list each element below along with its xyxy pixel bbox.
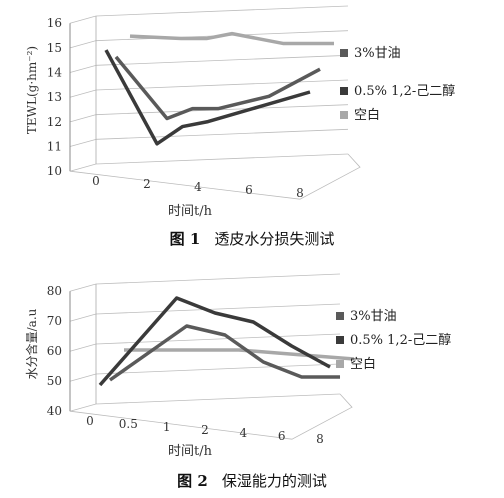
floor: [69, 393, 353, 440]
gridline: [95, 79, 349, 91]
x-tick-label: 0: [92, 174, 100, 188]
x-tick-label: 6: [278, 429, 286, 443]
gridline: [95, 5, 349, 17]
x-tick-label: 8: [296, 186, 304, 200]
chart-2: 40 50 60 70 80 0 0.5 1 2 4 6 8 时间t/h 水分含量/a.u 3%甘油 0.5%…: [24, 273, 451, 459]
legend-swatch: [336, 336, 344, 344]
x-tick-label: 8: [316, 432, 324, 446]
gridline-side: [69, 64, 97, 73]
x-axis-label: 时间t/h: [168, 444, 213, 459]
y-tick-label: 13: [47, 90, 62, 104]
legend-swatch: [336, 360, 344, 368]
figure-2-caption: 图 2 保湿能力的测试: [0, 470, 504, 491]
gridline-side: [69, 114, 97, 123]
gridline: [95, 104, 349, 116]
y-tick-label: 10: [47, 164, 62, 178]
y-tick-label: 50: [47, 374, 62, 388]
gridline-side: [69, 343, 97, 352]
legend-swatch: [336, 312, 344, 320]
x-tick-label: 4: [240, 426, 248, 440]
legend-label: 0.5% 1,2-己二醇: [354, 83, 455, 99]
series-line-1: [114, 55, 321, 121]
legend-swatch: [340, 87, 348, 95]
x-tick-label: 2: [201, 423, 209, 437]
chart-1: 10 11 12 13 14 15 16 0 2 4 6 8 时间t/h TEWL(g·hm⁻²) 3%甘油…: [25, 5, 455, 219]
legend-swatch: [340, 111, 348, 119]
y-tick-label: 15: [47, 41, 62, 55]
y-axis-label: TEWL(g·hm⁻²): [25, 46, 39, 134]
gridline-side: [69, 163, 97, 172]
legend-label: 空白: [350, 356, 376, 372]
figure-1-caption: 图 1 透皮水分损失测试: [0, 228, 504, 249]
gridline-side: [69, 373, 97, 382]
gridline-side: [69, 89, 97, 98]
figure-1-title: 透皮水分损失测试: [214, 230, 335, 248]
x-tick-label: 6: [245, 183, 253, 197]
gridline: [95, 393, 341, 405]
series-line-3: [129, 31, 334, 46]
series-line-1: [108, 324, 340, 382]
gridline-side: [69, 403, 97, 412]
y-tick-label: 14: [47, 66, 63, 80]
figure-2-title: 保湿能力的测试: [221, 472, 327, 490]
legend-label: 0.5% 1,2-己二醇: [350, 332, 451, 348]
series-line-2: [104, 49, 311, 146]
gridline: [95, 303, 341, 315]
series-line-2: [98, 296, 331, 387]
figure-2-number: 图 2: [177, 472, 208, 490]
legend-label: 3%甘油: [350, 309, 397, 324]
x-tick-label: 2: [143, 177, 151, 191]
series-line-3: [124, 348, 355, 361]
y-axis-label: 水分含量/a.u: [24, 308, 39, 379]
y-tick-label: 16: [47, 16, 62, 30]
figure-1-number: 图 1: [169, 230, 201, 248]
gridline: [95, 333, 341, 345]
legend-label: 3%甘油: [354, 46, 401, 61]
legend-swatch: [340, 49, 348, 57]
gridline: [95, 273, 341, 285]
gridline-side: [69, 40, 97, 49]
gridline-side: [69, 283, 97, 292]
y-tick-label: 40: [47, 404, 62, 418]
legend-label: 空白: [354, 107, 380, 123]
y-tick-label: 80: [47, 284, 62, 298]
y-tick-label: 70: [47, 314, 62, 328]
y-tick-label: 60: [47, 344, 62, 358]
gridline-side: [69, 138, 97, 147]
y-tick-label: 12: [47, 115, 62, 129]
x-tick-label: 0: [86, 414, 94, 428]
gridline-side: [69, 15, 97, 24]
x-tick-label: 1: [163, 420, 171, 434]
gridline-side: [69, 313, 97, 322]
x-tick-label: 0.5: [119, 417, 138, 431]
x-axis-label: 时间t/h: [168, 204, 213, 219]
gridline: [95, 128, 349, 140]
gridline: [95, 153, 349, 165]
gridline: [95, 363, 341, 375]
floor: [69, 153, 361, 200]
y-tick-label: 11: [47, 140, 62, 154]
x-tick-label: 4: [194, 180, 202, 194]
gridline: [95, 54, 349, 66]
